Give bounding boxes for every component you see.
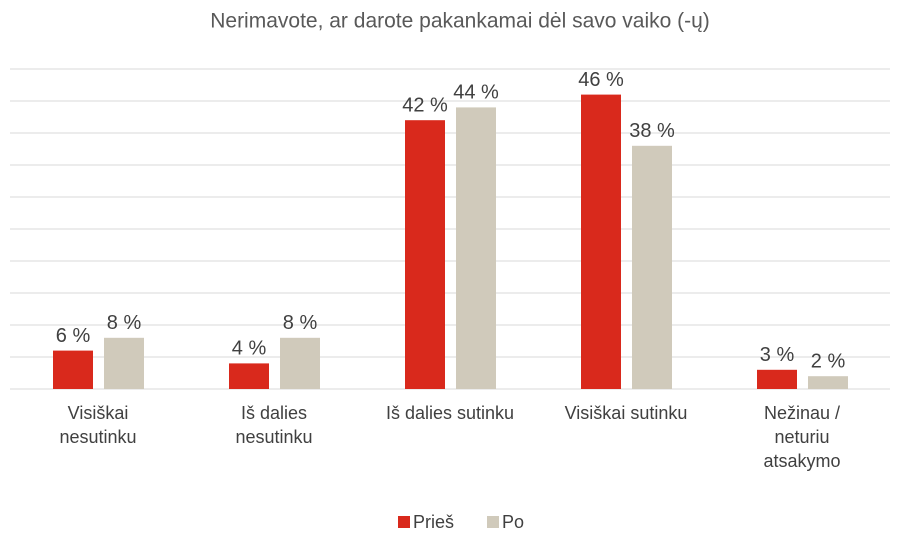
bar: [104, 337, 144, 389]
legend-label: Prieš: [413, 512, 454, 532]
legend-label: Po: [502, 512, 524, 532]
bar: [757, 369, 797, 389]
bar: [53, 350, 93, 389]
bar: [808, 376, 848, 389]
value-label: 46 %: [578, 69, 624, 91]
value-label: 3 %: [760, 344, 795, 366]
legend-swatch: [398, 516, 410, 528]
value-label: 4 %: [232, 338, 267, 360]
x-tick-label: neturiu: [774, 427, 829, 447]
value-label: 8 %: [107, 312, 142, 334]
x-tick-label: nesutinku: [59, 427, 136, 447]
bar: [456, 107, 496, 390]
value-label: 38 %: [629, 120, 675, 142]
x-tick-label: nesutinku: [235, 427, 312, 447]
chart-title: Nerimavote, ar darote pakankamai dėl sav…: [210, 10, 710, 33]
bar: [632, 145, 672, 389]
bar: [581, 94, 621, 389]
value-label: 44 %: [453, 82, 499, 104]
value-label: 8 %: [283, 312, 318, 334]
x-tick-label: atsakymo: [763, 451, 840, 471]
bar: [229, 363, 269, 389]
x-tick-label: Visiškai: [68, 403, 129, 423]
x-tick-label: Visiškai sutinku: [565, 403, 688, 423]
x-tick-label: Iš dalies sutinku: [386, 403, 514, 423]
bar: [405, 120, 445, 389]
value-label: 42 %: [402, 94, 448, 116]
x-tick-label: Nežinau /: [764, 403, 840, 423]
x-tick-label: Iš dalies: [241, 403, 307, 423]
legend-swatch: [487, 516, 499, 528]
bar: [280, 337, 320, 389]
value-label: 6 %: [56, 325, 91, 347]
value-label: 2 %: [811, 350, 846, 372]
